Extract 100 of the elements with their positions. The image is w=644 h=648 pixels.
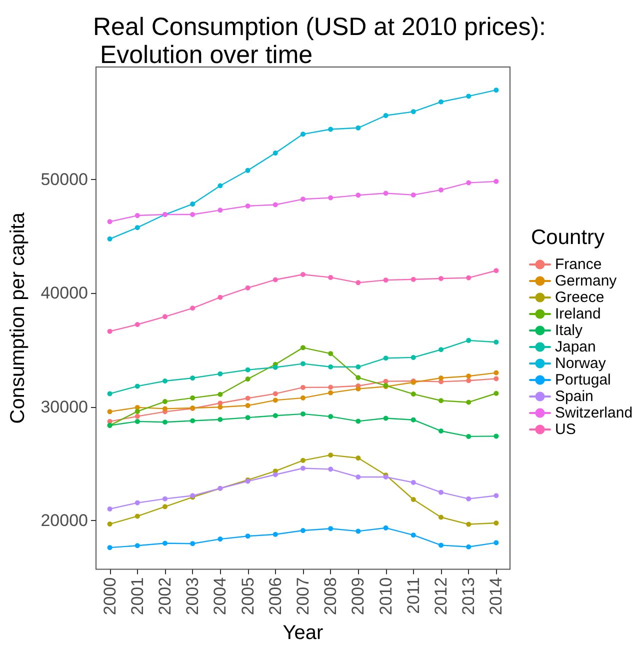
legend-label: Japan — [555, 338, 596, 356]
point — [272, 364, 278, 370]
point — [494, 88, 499, 93]
point — [438, 428, 444, 434]
point — [383, 278, 388, 283]
y-tick-label: 20000 — [40, 510, 88, 530]
point — [162, 399, 168, 404]
point — [466, 94, 472, 99]
point — [494, 268, 499, 274]
point — [356, 456, 361, 461]
point — [107, 506, 112, 512]
point — [134, 543, 140, 548]
point — [245, 534, 250, 539]
point — [162, 496, 168, 502]
legend-label: Italy — [555, 322, 584, 339]
point — [218, 417, 223, 422]
point — [328, 414, 334, 420]
point — [218, 536, 223, 542]
point — [245, 168, 250, 173]
point — [300, 132, 306, 137]
point — [356, 125, 361, 130]
point — [272, 472, 278, 478]
point — [300, 395, 306, 400]
point — [107, 219, 112, 224]
point — [466, 496, 472, 502]
point — [245, 396, 250, 401]
x-axis-title: Year — [282, 622, 324, 644]
point — [328, 351, 334, 356]
point — [190, 395, 196, 400]
point — [466, 378, 472, 384]
point — [438, 398, 444, 404]
point — [466, 544, 472, 550]
legend-label: Portugal — [555, 372, 611, 388]
point — [245, 415, 250, 420]
point — [272, 150, 278, 156]
point — [356, 364, 361, 370]
point — [245, 367, 250, 372]
point — [218, 294, 223, 300]
point — [245, 376, 250, 382]
point — [134, 408, 140, 414]
point — [162, 420, 168, 425]
point — [466, 400, 472, 405]
point — [218, 208, 223, 213]
x-tick-label: 2013 — [459, 577, 478, 616]
point — [328, 384, 334, 390]
point — [134, 500, 140, 506]
point — [466, 338, 472, 343]
legend-label: Ireland — [555, 306, 601, 322]
point — [245, 403, 250, 408]
point — [107, 522, 112, 527]
point — [494, 493, 499, 498]
point — [410, 354, 416, 360]
x-tick-label: 2008 — [321, 577, 340, 616]
point — [410, 192, 416, 198]
y-axis-title: Consumption per capita — [7, 212, 29, 424]
point — [410, 532, 416, 538]
point — [134, 225, 140, 230]
point — [438, 187, 444, 192]
legend-label: Spain — [555, 388, 594, 405]
point — [190, 541, 196, 546]
legend-label: Switzerland — [555, 404, 633, 422]
point — [383, 525, 388, 530]
chart-title: Real Consumption (USD at 2010 prices): Evolution over time — [93, 13, 546, 69]
point — [383, 190, 388, 196]
point — [466, 434, 472, 439]
point — [134, 514, 140, 519]
point — [162, 314, 168, 320]
y-tick-label: 30000 — [40, 397, 88, 416]
point — [300, 345, 306, 350]
point — [356, 386, 361, 392]
point — [356, 528, 361, 534]
point — [438, 514, 444, 520]
point — [438, 347, 444, 352]
point — [134, 322, 140, 328]
point — [218, 371, 223, 376]
point — [328, 274, 334, 280]
x-tick-label: 2002 — [156, 577, 174, 616]
point — [300, 272, 306, 277]
point — [328, 390, 334, 396]
x-tick-label: 2014 — [486, 577, 506, 616]
point — [134, 418, 140, 424]
point — [438, 542, 444, 548]
point — [272, 202, 278, 208]
point — [356, 375, 361, 380]
point — [272, 532, 278, 537]
point — [300, 196, 306, 202]
point — [300, 384, 306, 390]
x-tick-label: 2011 — [404, 577, 423, 614]
point — [466, 180, 472, 186]
legend-label: US — [555, 421, 576, 438]
point — [494, 390, 499, 396]
x-tick-label: 2003 — [183, 577, 202, 616]
point — [328, 195, 334, 200]
point — [410, 392, 416, 397]
point — [466, 275, 472, 280]
point — [410, 276, 416, 282]
point — [383, 416, 388, 421]
point — [300, 361, 306, 366]
point — [272, 413, 278, 418]
point — [438, 490, 444, 495]
